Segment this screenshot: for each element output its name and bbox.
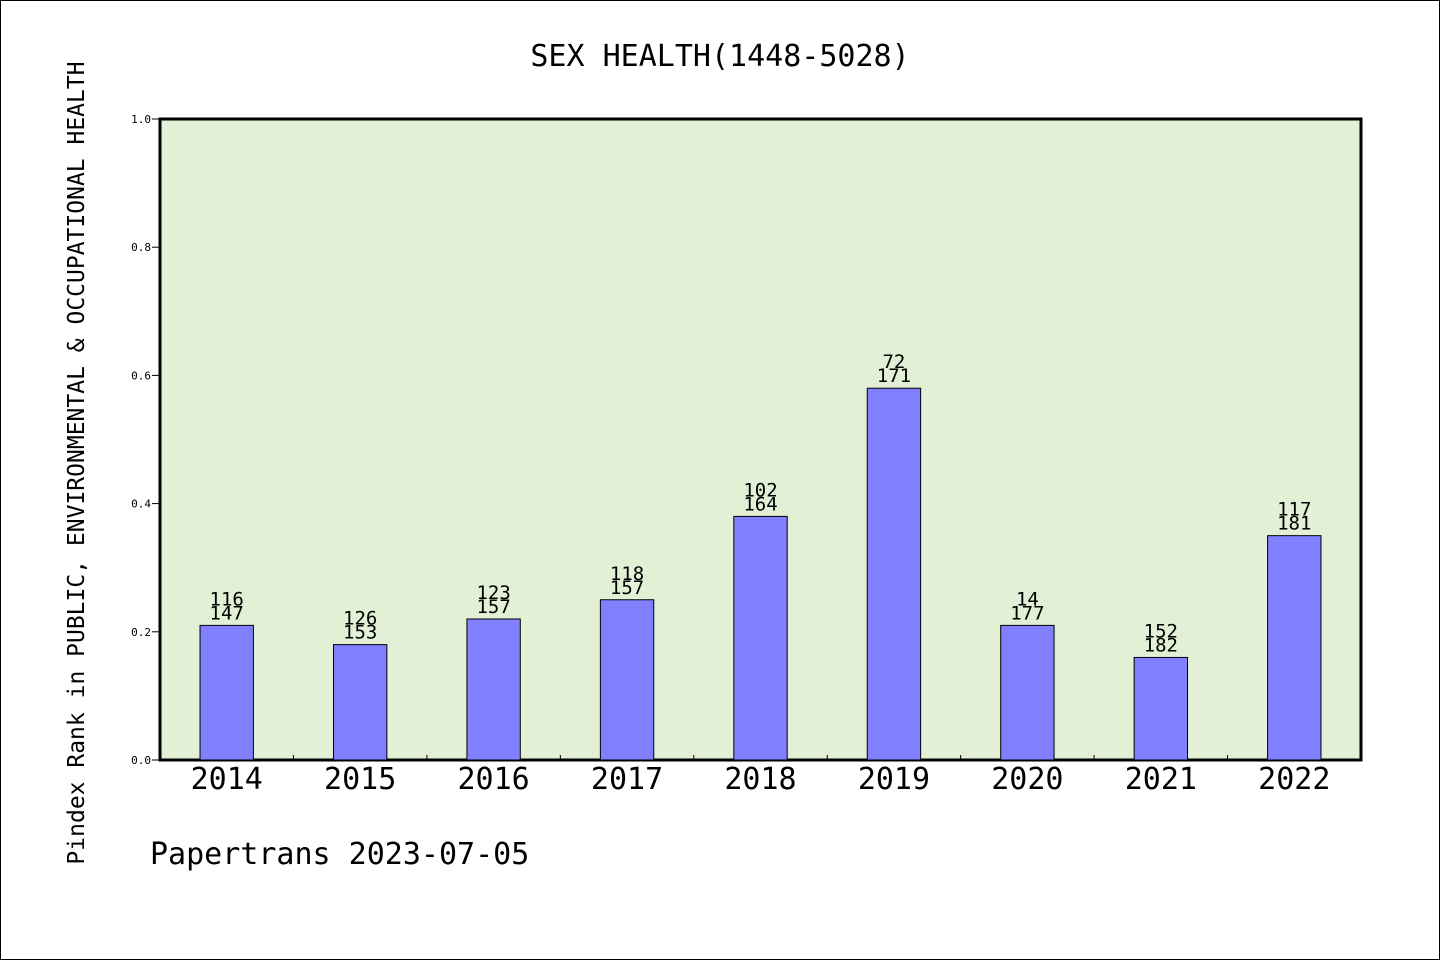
y-tick-label: 0.8 [131, 241, 151, 254]
x-tick-label: 2018 [724, 762, 796, 797]
bar-label-top: 126 [343, 608, 377, 630]
bar-label-top: 123 [476, 582, 510, 604]
bar-label-bottom: 177 [1010, 602, 1044, 624]
bar-label-top: 118 [610, 563, 644, 585]
x-tick-label: 2022 [1258, 762, 1330, 797]
x-tick-label: 2014 [191, 762, 263, 797]
y-tick-label: 0.2 [131, 626, 151, 639]
x-axis-ticks [292, 755, 1229, 760]
bar-label-bottom: 147 [210, 602, 244, 624]
bar [1000, 624, 1055, 761]
bar [1133, 656, 1189, 761]
bar-label-bottom: 182 [1144, 634, 1178, 656]
bar-label-top: 152 [1144, 620, 1178, 642]
y-axis-label: Pindex Rank in PUBLIC, ENVIRONMENTAL & O… [64, 61, 90, 864]
x-tick-label: 2016 [457, 762, 529, 797]
bar-label-bottom: 153 [343, 622, 377, 644]
bar-label-top: 102 [743, 479, 777, 501]
bar [199, 624, 254, 761]
bar-label-bottom: 181 [1277, 513, 1311, 535]
bar-label-top: 14 [1016, 588, 1039, 610]
bars [199, 387, 1322, 761]
y-tick-label: 0.6 [131, 369, 151, 382]
bar [733, 515, 788, 761]
bar [466, 618, 521, 761]
bar-label-top: 72 [882, 351, 905, 373]
footer-credit: Papertrans 2023-07-05 [150, 837, 529, 872]
chart-title: SEX HEALTH(1448-5028) [530, 39, 909, 74]
x-axis-tick-labels: 2014 2015 2016 2017 2018 2019 2020 2021 2022 [191, 762, 1331, 797]
y-tick-label: 0.0 [131, 754, 151, 767]
bar-label-top: 116 [210, 588, 244, 610]
bar-label-bottom: 157 [610, 577, 644, 599]
x-tick-label: 2020 [991, 762, 1063, 797]
bar [866, 387, 922, 761]
bar [332, 644, 388, 761]
x-tick-label: 2021 [1125, 762, 1197, 797]
y-tick-label: 1.0 [131, 113, 151, 126]
bar-label-top: 117 [1277, 499, 1311, 521]
bar-label-bottom: 157 [476, 596, 510, 618]
bar-label-bottom: 171 [877, 365, 911, 387]
y-tick-label: 0.4 [131, 498, 151, 511]
x-tick-label: 2017 [591, 762, 663, 797]
bar [599, 599, 655, 761]
x-tick-label: 2019 [858, 762, 930, 797]
x-tick-label: 2015 [324, 762, 396, 797]
bar [1267, 535, 1322, 761]
bar-label-bottom: 164 [743, 493, 777, 515]
y-axis-ticks: 0.0 0.2 0.4 0.6 0.8 1.0 [131, 113, 160, 767]
